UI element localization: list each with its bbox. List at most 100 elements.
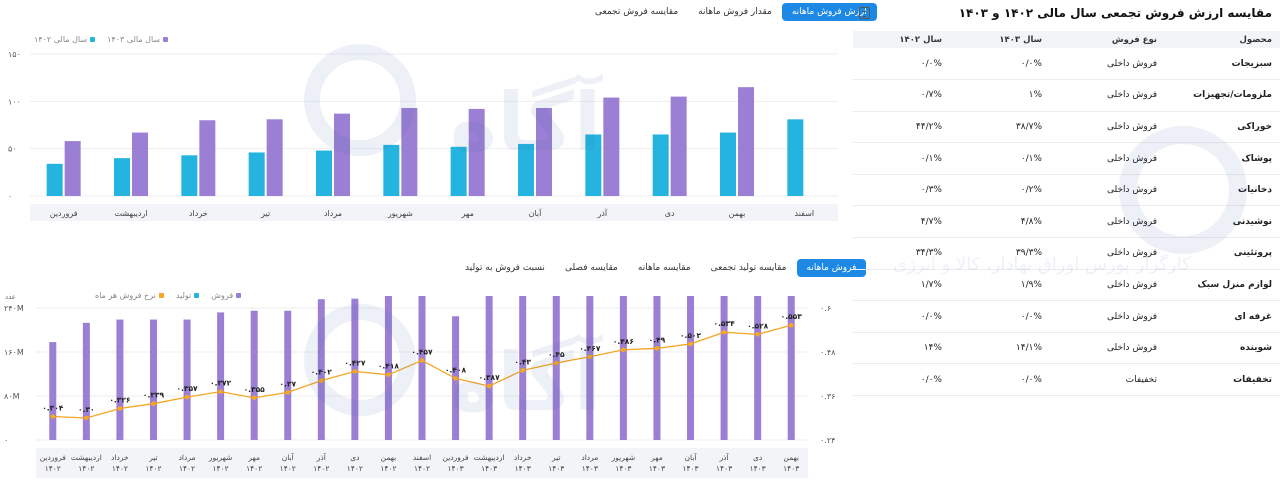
bar-1402[interactable] [316,150,332,196]
bar-1403[interactable] [603,97,620,196]
sales-bar[interactable] [49,342,57,440]
table-row[interactable]: دخانیات فروش داخلی ۰/۲% ۰/۳% [853,174,1280,206]
table-row[interactable]: ملزومات/تجهیزات فروش داخلی ۱% ۰/۷% [853,80,1280,112]
tab-monthly-sales[interactable]: فروش ماهانه [796,259,867,277]
bar-1402[interactable] [518,143,534,196]
sales-bar[interactable] [485,296,493,440]
rate-point[interactable] [587,354,593,360]
bar-1402[interactable] [114,158,130,196]
bar-1403[interactable] [266,119,283,196]
rate-point[interactable] [50,414,56,419]
table-row[interactable]: شوینده فروش داخلی ۱۴/۱% ۱۴% [853,332,1280,364]
sales-bar[interactable] [653,296,661,440]
rate-point[interactable] [319,378,324,383]
table-row[interactable]: لوازم منزل سبک فروش داخلی ۱/۹% ۱/۷% [853,269,1280,301]
tab-monthly-compare[interactable]: مقایسه ماهانه [637,263,691,273]
rate-point[interactable] [117,406,123,411]
bar-1402[interactable] [585,134,602,196]
sales-bar[interactable] [82,322,90,440]
table-row[interactable]: نوشیدنی فروش داخلی ۴/۸% ۴/۷% [853,206,1280,238]
bar-1403[interactable] [64,141,81,196]
rate-data-label: ۰.۴۶۷ [579,344,601,353]
header-year-1403[interactable]: سال ۱۴۰۳ [999,34,1042,45]
sales-bar[interactable] [519,296,527,440]
tab-seasonal-compare[interactable]: مقایسه فصلی [564,263,618,273]
bar-1403[interactable] [738,87,754,196]
table-row[interactable]: پوشاک فروش داخلی ۰/۱% ۰/۱% [853,143,1280,175]
bar-1402[interactable] [720,132,736,196]
header-sale-type[interactable]: نوع فروش [1111,34,1157,45]
legend-item-production[interactable]: تولید [176,291,200,300]
bar-1402[interactable] [450,146,467,196]
rate-point[interactable] [453,376,458,381]
rate-point[interactable] [419,358,425,363]
cell-value-1402: ۰/۰% [920,58,942,69]
bar-1403[interactable] [132,132,148,196]
rate-point[interactable] [184,394,190,400]
bar-1402[interactable] [248,152,265,196]
sales-bar[interactable] [284,310,292,440]
legend-item-1403[interactable]: سال مالی ۱۴۰۳ [107,35,169,44]
bar-1402[interactable] [383,144,400,196]
bar-1402[interactable] [787,119,804,196]
rate-point[interactable] [654,346,660,351]
bar-1402[interactable] [652,134,669,196]
sales-bar[interactable] [317,299,325,440]
sales-bar[interactable] [116,319,124,440]
rate-point[interactable] [788,322,794,328]
legend-item-sales[interactable]: فروش [211,291,242,300]
rate-point[interactable] [84,415,89,421]
sales-bar[interactable] [552,296,560,440]
bar-1402[interactable] [46,163,63,196]
rate-point[interactable] [520,368,525,373]
rate-point[interactable] [553,360,559,366]
bar-1403[interactable] [536,107,552,196]
sales-bar[interactable] [418,296,426,440]
tab-cumulative-production[interactable]: مقایسه تولید تجمعی [710,263,787,273]
legend-item-1402[interactable]: سال مالی ۱۴۰۲ [34,35,96,44]
sales-bar[interactable] [586,296,594,440]
table-row[interactable]: سبزیجات فروش داخلی ۰/۰% ۰/۰% [853,48,1280,80]
rate-point[interactable] [621,347,626,353]
rate-point[interactable] [721,329,727,335]
bar-1403[interactable] [468,108,485,196]
sales-bar[interactable] [217,312,225,440]
rate-point[interactable] [251,395,257,401]
bar-1403[interactable] [334,113,350,196]
bar-1403[interactable] [199,120,216,196]
bar-1403[interactable] [670,96,687,196]
tab-monthly-value[interactable]: ارزش فروش ماهانه [781,3,877,21]
sales-bar[interactable] [720,296,728,440]
legend-item-rate[interactable]: نرخ فروش هر ماه [95,291,164,300]
rate-point[interactable] [285,390,291,395]
table-row[interactable]: تخفیفات تخفیفات ۰/۰% ۰/۰% [853,364,1280,396]
sales-bar[interactable] [754,296,762,440]
sales-bar[interactable] [384,296,392,440]
rate-point[interactable] [386,372,391,378]
sales-bar[interactable] [787,296,795,440]
table-row[interactable]: پروتئینی فروش داخلی ۳۹/۳% ۳۴/۳% [853,238,1280,270]
sales-bar[interactable] [250,310,258,440]
sales-bar[interactable] [619,296,627,440]
rate-point[interactable] [688,341,693,347]
rate-point[interactable] [151,401,156,406]
rate-point[interactable] [218,389,223,394]
rate-point[interactable] [352,369,358,374]
bar-1403[interactable] [401,107,418,196]
rate-data-label: ۰.۳۰ [78,405,95,414]
export-icon[interactable] [859,7,870,19]
sales-bar[interactable] [687,296,695,440]
sales-bar[interactable] [183,319,191,440]
bar-1402[interactable] [181,155,198,196]
rate-point[interactable] [486,383,492,389]
header-year-1402[interactable]: سال ۱۴۰۲ [899,34,942,45]
tab-monthly-quantity[interactable]: مقدار فروش ماهانه [698,7,772,17]
x-tick-label-year: ۱۴۰۲ [179,464,195,473]
header-product[interactable]: محصول [1239,34,1272,45]
tab-sales-production-ratio[interactable]: نسبت فروش به تولید [465,263,545,273]
table-row[interactable]: خوراکی فروش داخلی ۳۸/۷% ۴۴/۲% [853,111,1280,143]
sales-bar[interactable] [149,319,157,440]
table-row[interactable]: غرفه ای فروش داخلی ۰/۰% ۰/۰% [853,301,1280,333]
rate-point[interactable] [755,332,760,337]
tab-cumulative-compare[interactable]: مقایسه فروش تجمعی [595,7,679,17]
